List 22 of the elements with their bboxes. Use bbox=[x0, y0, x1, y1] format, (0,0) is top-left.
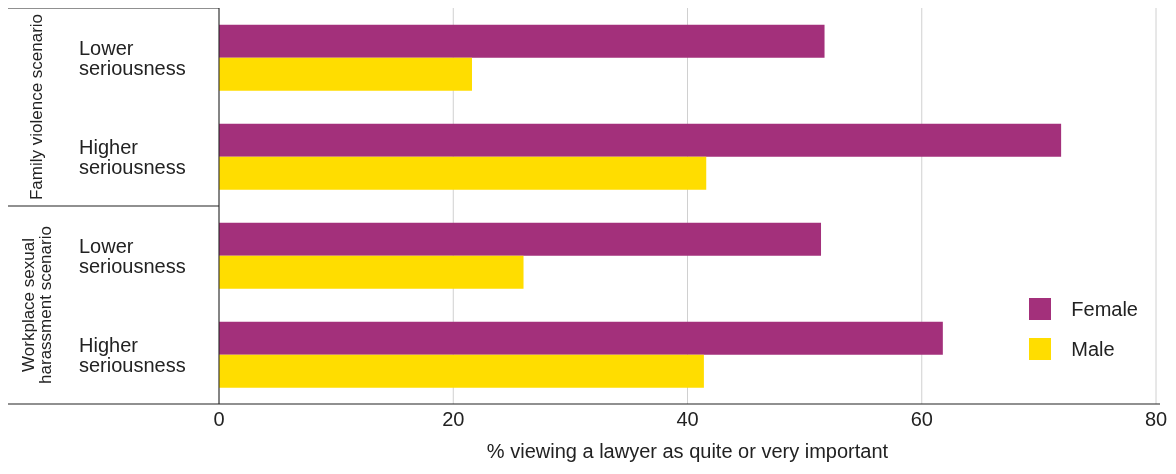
bar bbox=[219, 123, 1062, 157]
bar bbox=[219, 321, 943, 355]
y-tick-label: Lower seriousness bbox=[79, 234, 186, 277]
bar bbox=[219, 57, 472, 91]
text: Family violence scenario bbox=[27, 13, 47, 201]
legend-label: Female bbox=[1071, 297, 1138, 321]
x-tick-label: 0 bbox=[213, 408, 225, 431]
text: Workplace sexual harassment scenario bbox=[18, 226, 55, 384]
bar bbox=[219, 156, 707, 190]
bar bbox=[219, 255, 524, 289]
x-tick-label: 80 bbox=[1144, 408, 1168, 431]
y-tick-label: Lower seriousness bbox=[79, 36, 186, 79]
x-tick-label: 60 bbox=[910, 408, 933, 431]
bar bbox=[219, 222, 822, 256]
y-tick-label: Higher seriousness bbox=[79, 333, 186, 376]
y-tick-label: Higher seriousness bbox=[79, 135, 186, 178]
x-tick-label: 20 bbox=[442, 408, 465, 431]
x-axis-title: % viewing a lawyer as quite or very important bbox=[486, 440, 889, 462]
bar bbox=[219, 24, 825, 58]
legend-label: Male bbox=[1071, 337, 1115, 361]
x-tick-label: 40 bbox=[676, 408, 699, 431]
bar bbox=[219, 354, 704, 388]
